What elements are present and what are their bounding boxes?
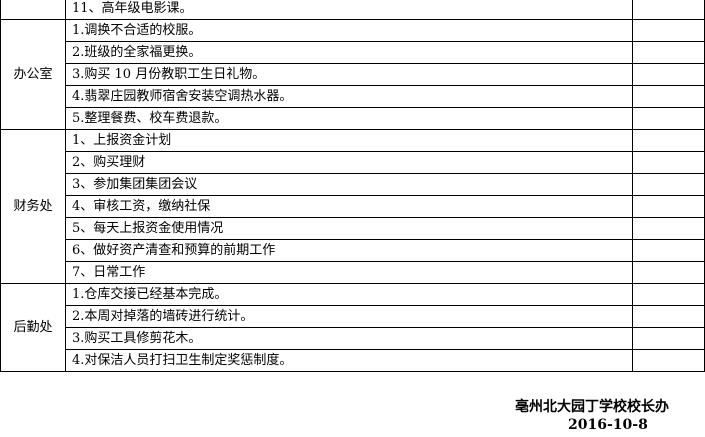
item-cell: 5.整理餐费、校车费退款。 xyxy=(65,107,633,130)
table-row: 2.班级的全家福更换。 xyxy=(1,41,705,64)
item-cell: 4.对保洁人员打扫卫生制定奖惩制度。 xyxy=(65,349,633,372)
item-cell: 4.翡翠庄园教师宿舍安装空调热水器。 xyxy=(65,85,633,108)
item-cell: 7、日常工作 xyxy=(65,261,633,284)
table-row: 3.购买工具修剪花木。 xyxy=(1,327,705,350)
table-row: 7、日常工作 xyxy=(1,261,705,284)
notes-cell xyxy=(632,349,705,372)
table-row: 5.整理餐费、校车费退款。 xyxy=(1,107,705,130)
footer-date: 2016-10-8 xyxy=(568,417,648,433)
dept-cell: 后勤处 xyxy=(0,283,66,372)
item-cell: 1、上报资金计划 xyxy=(65,129,633,152)
table-row: 5、每天上报资金使用情况 xyxy=(1,217,705,240)
table-row: 后勤处 1.仓库交接已经基本完成。 xyxy=(0,283,705,372)
notes-cell xyxy=(632,107,705,130)
item-cell: 4、审核工资，缴纳社保 xyxy=(65,195,633,218)
notes-cell xyxy=(632,217,705,240)
item-cell: 1.仓库交接已经基本完成。 xyxy=(65,283,633,306)
table-row: 2.本周对掉落的墙砖进行统计。 xyxy=(1,305,705,328)
notes-cell xyxy=(632,41,705,64)
notes-cell xyxy=(632,129,705,152)
footer-org: 亳州北大园丁学校校长办 xyxy=(515,399,669,415)
item-cell: 2.本周对掉落的墙砖进行统计。 xyxy=(65,305,633,328)
dept-cell xyxy=(0,0,66,20)
item-cell: 2.班级的全家福更换。 xyxy=(65,41,633,64)
item-cell: 2、购买理财 xyxy=(65,151,633,174)
notes-cell xyxy=(632,305,705,328)
item-cell: 3、参加集团集团会议 xyxy=(65,173,633,196)
notes-cell xyxy=(632,63,705,86)
notes-cell xyxy=(632,151,705,174)
table-row: 3.购买 10 月份教职工生日礼物。 xyxy=(1,63,705,86)
notes-cell xyxy=(632,85,705,108)
table-row: 4.翡翠庄园教师宿舍安装空调热水器。 xyxy=(1,85,705,108)
item-cell: 1.调换不合适的校服。 xyxy=(65,19,633,42)
notes-cell xyxy=(632,327,705,350)
table-row: 2、购买理财 xyxy=(1,151,705,174)
notes-cell xyxy=(632,173,705,196)
item-cell: 3.购买 10 月份教职工生日礼物。 xyxy=(65,63,633,86)
item-cell: 6、做好资产清查和预算的前期工作 xyxy=(65,239,633,262)
table-row: 11、高年级电影课。 xyxy=(0,0,705,20)
notes-cell xyxy=(632,0,705,20)
item-cell: 3.购买工具修剪花木。 xyxy=(65,327,633,350)
table-row: 6、做好资产清查和预算的前期工作 xyxy=(1,239,705,262)
table-row: 办公室 1.调换不合适的校服。 xyxy=(0,19,705,130)
table-row: 4.对保洁人员打扫卫生制定奖惩制度。 xyxy=(1,349,705,372)
dept-cell: 财务处 xyxy=(0,129,66,284)
notes-cell xyxy=(632,283,705,306)
item-cell: 5、每天上报资金使用情况 xyxy=(65,217,633,240)
notes-cell xyxy=(632,195,705,218)
notes-cell xyxy=(632,239,705,262)
dept-cell: 办公室 xyxy=(0,19,66,130)
work-plan-table: 11、高年级电影课。 办公室 1.调换不合适的校服。 2.班级的全家福更换。 3.购买… xyxy=(0,0,705,372)
notes-cell xyxy=(632,261,705,284)
table-row: 3、参加集团集团会议 xyxy=(1,173,705,196)
item-cell: 11、高年级电影课。 xyxy=(65,0,633,20)
notes-cell xyxy=(632,19,705,42)
table-row: 财务处 1、上报资金计划 xyxy=(0,129,705,284)
table-row: 4、审核工资，缴纳社保 xyxy=(1,195,705,218)
